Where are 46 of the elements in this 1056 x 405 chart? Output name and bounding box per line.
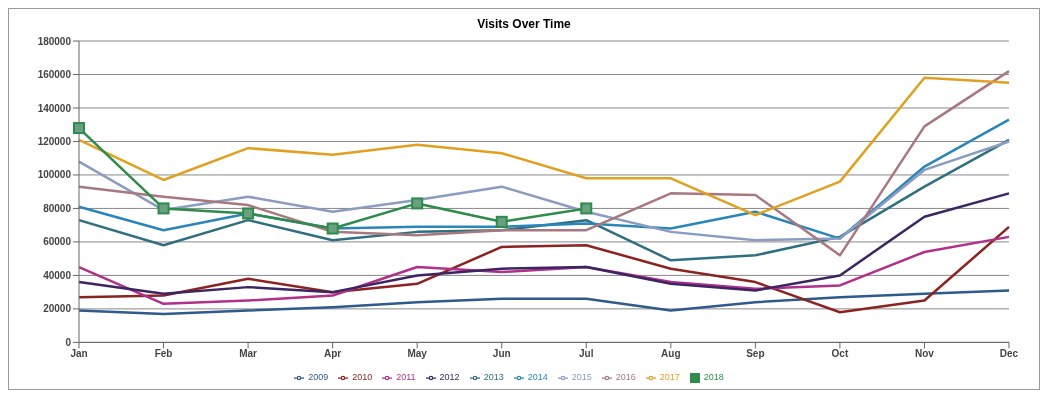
x-tick-label: Sep <box>746 348 765 360</box>
y-tick-label: 60000 <box>43 236 72 248</box>
y-tick-label: 120000 <box>37 136 72 148</box>
chart-title: Visits Over Time <box>476 16 572 33</box>
x-tick-label: Feb <box>154 348 173 360</box>
point <box>495 215 508 228</box>
legend-label: 2017 <box>659 372 680 383</box>
y-tick-label: 80000 <box>43 202 72 214</box>
line-series <box>77 225 1011 314</box>
x-tick-label: May <box>407 348 428 360</box>
x-tick-label: Jan <box>70 348 88 360</box>
line-series <box>77 140 1011 242</box>
point <box>73 122 85 135</box>
line-series <box>77 69 1011 257</box>
legend-label: 2018 <box>703 372 724 383</box>
legend-label: 2012 <box>439 372 460 383</box>
legend-label: 2009 <box>308 372 329 383</box>
line-series <box>77 76 1011 217</box>
legend-label: 2010 <box>352 372 373 383</box>
x-tick-label: Aug <box>661 348 681 360</box>
legend-label: 2016 <box>615 372 636 383</box>
legend-label: 2013 <box>483 372 504 383</box>
y-tick-label: 100000 <box>37 169 72 181</box>
point <box>411 197 424 210</box>
x-tick-label: Jul <box>579 348 594 360</box>
x-tick-label: Jun <box>492 348 511 360</box>
x-tick-label: Oct <box>831 348 849 360</box>
y-tick-label: 0 <box>65 336 72 348</box>
legend-label: 2015 <box>571 372 592 383</box>
y-tick-label: 20000 <box>43 303 72 315</box>
x-tick-label: Apr <box>324 348 342 360</box>
line-series <box>77 192 1011 296</box>
point <box>580 202 593 215</box>
y-tick-label: 40000 <box>43 269 72 281</box>
point <box>157 202 170 215</box>
y-tick-label: 160000 <box>37 69 72 81</box>
line-series <box>77 289 1011 316</box>
point <box>326 222 339 235</box>
legend-label: 2011 <box>396 372 416 383</box>
legend-label: 2014 <box>527 372 548 383</box>
x-tick-label: Mar <box>239 348 258 360</box>
x-tick-label: Dec <box>999 348 1019 360</box>
point <box>242 207 255 220</box>
y-tick-label: 180000 <box>37 35 72 47</box>
y-tick-label: 140000 <box>37 102 72 114</box>
x-tick-label: Nov <box>915 348 935 360</box>
